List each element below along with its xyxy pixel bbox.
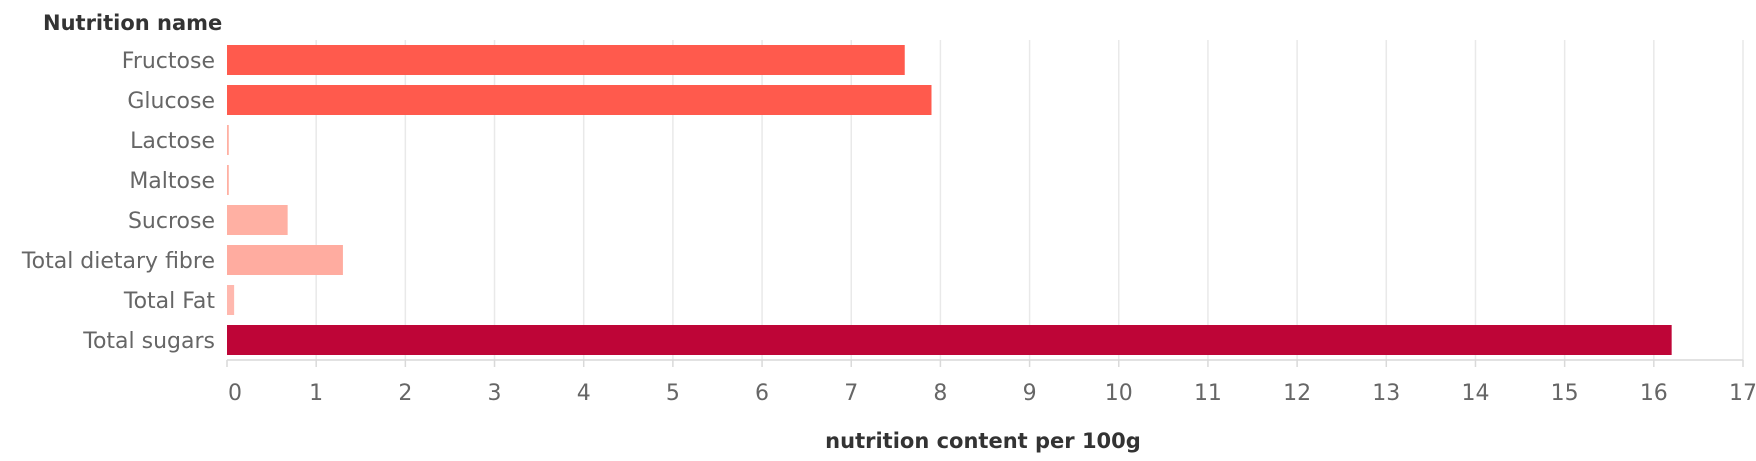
category-label: Total sugars <box>82 329 215 354</box>
x-tick-label: 14 <box>1461 381 1489 406</box>
x-tick-label: 4 <box>577 381 591 406</box>
x-tick-label: 5 <box>666 381 680 406</box>
category-label: Total dietary fibre <box>21 249 215 274</box>
category-labels: Fructose Glucose Lactose Maltose Sucrose Tota… <box>21 49 215 354</box>
x-tick-label: 8 <box>933 381 947 406</box>
x-tick-label: 11 <box>1194 381 1222 406</box>
category-label: Glucose <box>127 89 215 114</box>
x-tick-label: 3 <box>488 381 502 406</box>
x-tick-label: 15 <box>1551 381 1579 406</box>
bar-sucrose[interactable] <box>227 205 288 235</box>
bar-total-dietary-fibre[interactable] <box>227 245 343 275</box>
bar-total-fat[interactable] <box>227 285 235 315</box>
x-tick-label: 16 <box>1640 381 1668 406</box>
x-axis-ticks: 0 1 2 3 4 5 6 7 8 9 10 11 12 13 14 15 16 17 <box>226 360 1756 406</box>
x-tick-label: 13 <box>1372 381 1400 406</box>
x-tick-label: 6 <box>755 381 769 406</box>
x-tick-label: 17 <box>1729 381 1756 406</box>
x-tick-label: 9 <box>1023 381 1037 406</box>
y-axis-title: Nutrition name <box>43 11 222 35</box>
category-label: Maltose <box>129 169 215 194</box>
bar-maltose[interactable] <box>227 165 229 195</box>
x-tick-label: 1 <box>309 381 323 406</box>
x-tick-label: 0 <box>228 381 242 406</box>
bar-total-sugars[interactable] <box>227 325 1672 355</box>
x-tick-label: 10 <box>1105 381 1133 406</box>
category-label: Lactose <box>130 129 215 154</box>
category-label: Sucrose <box>128 209 215 234</box>
bar-fructose[interactable] <box>227 45 905 75</box>
x-tick-label: 7 <box>844 381 858 406</box>
bar-lactose[interactable] <box>227 125 229 155</box>
category-label: Total Fat <box>123 289 215 314</box>
x-tick-label: 2 <box>398 381 412 406</box>
bars <box>227 45 1672 355</box>
x-tick-label: 12 <box>1283 381 1311 406</box>
bar-glucose[interactable] <box>227 85 932 115</box>
category-label: Fructose <box>122 49 215 74</box>
x-axis-title: nutrition content per 100g <box>825 429 1141 453</box>
